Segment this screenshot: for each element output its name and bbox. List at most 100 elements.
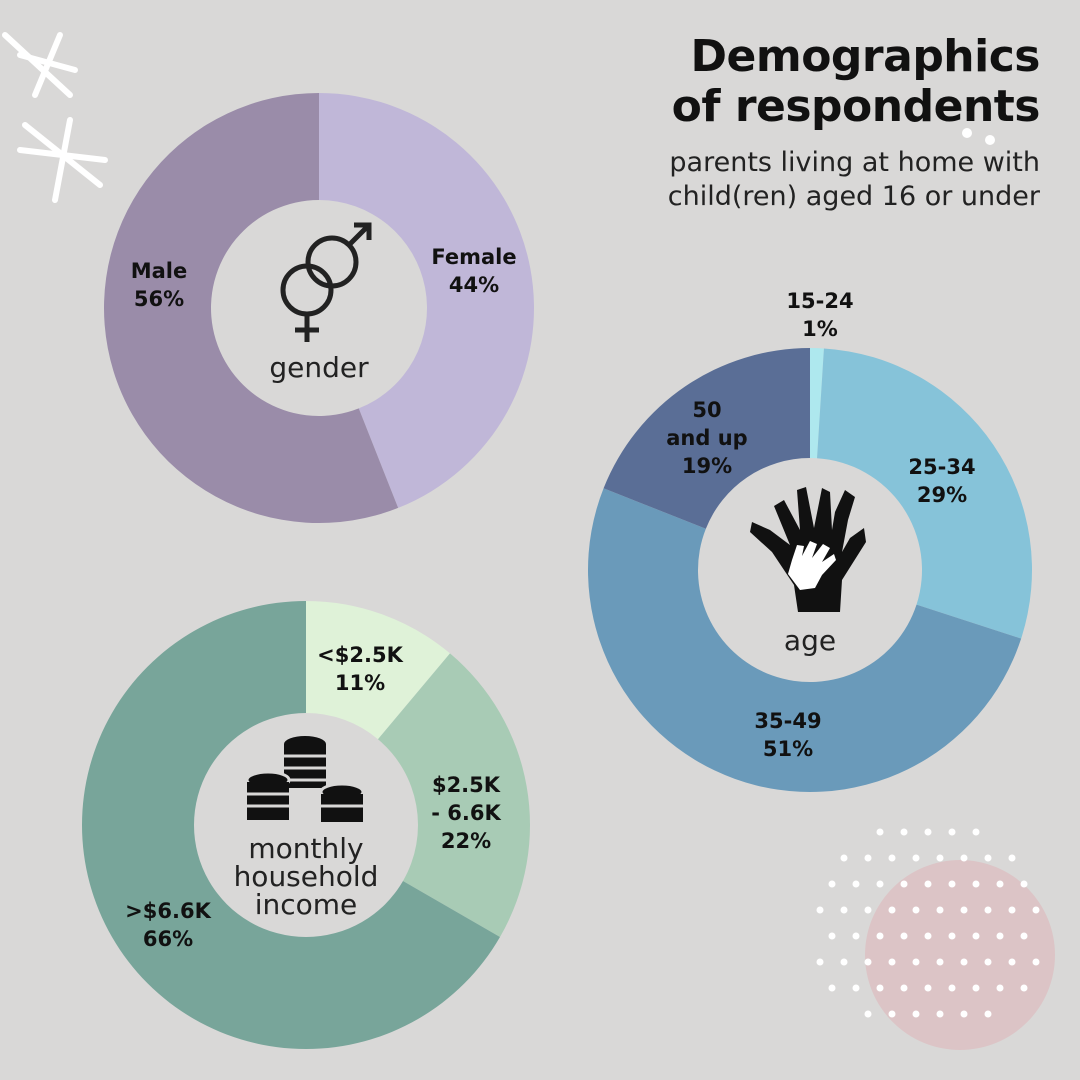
- dot-decoration: [924, 828, 932, 836]
- dot-decoration: [984, 906, 992, 914]
- dot-decoration: [864, 906, 872, 914]
- dot-decoration: [996, 880, 1004, 888]
- dot-decoration: [816, 906, 824, 914]
- dot-decoration: [972, 880, 980, 888]
- dot-decoration: [948, 932, 956, 940]
- dot-decoration: [840, 854, 848, 862]
- donut-center-label: monthly household income: [234, 832, 379, 921]
- page-subtitle: parents living at home with child(ren) a…: [668, 146, 1040, 214]
- dot-decoration: [960, 854, 968, 862]
- dot-decoration: [1020, 932, 1028, 940]
- dot-decoration: [876, 932, 884, 940]
- dot-decoration: [936, 906, 944, 914]
- dot-decoration: [888, 958, 896, 966]
- dot-decoration: [876, 984, 884, 992]
- slice-label: 25-34 29%: [908, 455, 975, 507]
- dot-decoration: [888, 1010, 896, 1018]
- dot-decoration: [960, 958, 968, 966]
- sparkle-decoration: [2, 32, 108, 203]
- income-donut-chart: <$2.5K 11% $2.5K - 6.6K 22% >$6.6K 66% monthly h…: [82, 601, 530, 1049]
- dot-decoration: [864, 1010, 872, 1018]
- dot-decoration: [1032, 906, 1040, 914]
- dot-decoration: [876, 880, 884, 888]
- dot-decoration: [1020, 984, 1028, 992]
- dot-decoration: [900, 932, 908, 940]
- dot-decoration: [828, 932, 836, 940]
- slice-label: <$2.5K 11%: [317, 643, 403, 695]
- dot-decoration: [912, 958, 920, 966]
- dot-decoration: [1020, 880, 1028, 888]
- dot-decoration: [924, 880, 932, 888]
- dot-decoration: [816, 958, 824, 966]
- donut-slice: [817, 348, 1032, 639]
- dot-decoration: [924, 932, 932, 940]
- dot-decoration: [948, 984, 956, 992]
- dot-decoration: [960, 1010, 968, 1018]
- dot-decoration: [960, 906, 968, 914]
- title-line-2: of respondents: [671, 81, 1041, 132]
- dot-decoration: [948, 880, 956, 888]
- dot-decoration: [984, 958, 992, 966]
- dot-decoration: [985, 135, 995, 145]
- age-donut-chart: 15-24 1% 25-34 29% 35-49 51% 50 and up 19% age: [588, 289, 1032, 792]
- coins-icon: [245, 736, 365, 822]
- slice-label: >$6.6K 66%: [125, 899, 211, 951]
- dot-decoration: [936, 854, 944, 862]
- donut-slice: [319, 93, 535, 508]
- dot-decoration: [936, 1010, 944, 1018]
- dots-decoration: [816, 828, 1040, 1018]
- dot-decoration: [962, 128, 972, 138]
- slice-label: 35-49 51%: [754, 709, 821, 761]
- slice-label: 50 and up 19%: [666, 398, 747, 478]
- dot-decoration: [864, 854, 872, 862]
- donut-slice: [588, 488, 1022, 792]
- dot-decoration: [852, 932, 860, 940]
- slice-label: $2.5K - 6.6K 22%: [431, 773, 501, 853]
- slice-label: Male 56%: [131, 259, 188, 311]
- dot-decoration: [948, 828, 956, 836]
- dot-decoration: [840, 958, 848, 966]
- slice-label: Female 44%: [431, 245, 516, 297]
- dot-decoration: [1008, 958, 1016, 966]
- dot-decoration: [984, 854, 992, 862]
- slice-label: 15-24 1%: [786, 289, 853, 341]
- dot-decoration: [972, 828, 980, 836]
- subtitle-line-1: parents living at home with: [669, 147, 1040, 178]
- donut-slice: [810, 348, 824, 459]
- dot-decoration: [900, 828, 908, 836]
- dot-decoration: [912, 906, 920, 914]
- donut-slice: [104, 93, 399, 523]
- gender-donut-chart: Female 44% Male 56% gender: [104, 93, 535, 523]
- donut-center-label: gender: [269, 351, 369, 384]
- dot-decoration: [996, 984, 1004, 992]
- dot-decoration: [1032, 958, 1040, 966]
- dot-decoration: [864, 958, 872, 966]
- dot-decoration: [900, 984, 908, 992]
- title-line-1: Demographics: [690, 31, 1040, 82]
- dot-decoration: [828, 984, 836, 992]
- subtitle-line-2: child(ren) aged 16 or under: [667, 181, 1040, 212]
- donut-slice: [306, 601, 450, 740]
- dot-decoration: [888, 854, 896, 862]
- dot-decoration: [972, 984, 980, 992]
- dot-decoration: [888, 906, 896, 914]
- dot-decoration: [912, 854, 920, 862]
- dot-decoration: [972, 932, 980, 940]
- donut-center-label: age: [784, 624, 836, 657]
- dot-decoration: [840, 906, 848, 914]
- dot-decoration: [900, 880, 908, 888]
- dot-decoration: [984, 1010, 992, 1018]
- pink-blob-decoration: [865, 860, 1055, 1050]
- gender-icon: [280, 222, 372, 342]
- dot-decoration: [996, 932, 1004, 940]
- page-title: Demographics of respondents: [671, 31, 1041, 132]
- dot-decoration: [1008, 906, 1016, 914]
- dot-decoration: [912, 1010, 920, 1018]
- donut-slice: [82, 601, 500, 1049]
- hands-icon: [750, 487, 866, 612]
- dot-decoration: [1008, 854, 1016, 862]
- donut-slice: [603, 348, 810, 529]
- dot-decoration: [876, 828, 884, 836]
- dot-decoration: [852, 880, 860, 888]
